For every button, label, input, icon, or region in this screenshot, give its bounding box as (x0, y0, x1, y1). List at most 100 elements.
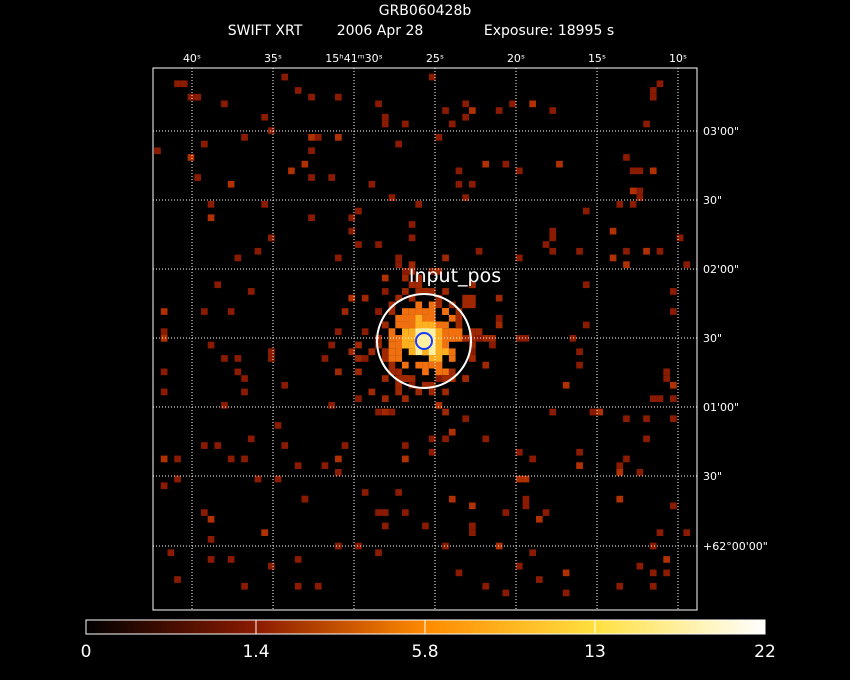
pixel (495, 321, 503, 329)
pixel (381, 355, 389, 362)
pixel (207, 214, 215, 222)
pixel (435, 368, 443, 376)
pixel (408, 294, 416, 302)
pixel (388, 335, 396, 342)
pixel (402, 341, 409, 349)
pixel (301, 495, 309, 503)
grid: 40ˢ 35ˢ 15ʰ41ᵐ30ˢ 25ˢ 20ˢ 15ˢ 10ˢ 03'00" 30" 02'0… (153, 52, 768, 610)
dec-label: 30" (703, 470, 722, 483)
pixel (368, 348, 376, 356)
pixel (388, 408, 396, 416)
pixel (442, 335, 449, 342)
dec-label: 02'00" (703, 263, 739, 276)
pixel (268, 127, 275, 134)
pixel (469, 355, 476, 362)
pixel (462, 100, 469, 108)
pixel (448, 314, 456, 322)
pixel (368, 180, 376, 188)
pixel (201, 509, 208, 516)
pixel (294, 582, 302, 590)
pixel (442, 408, 449, 416)
pixel (435, 294, 443, 302)
pixel (509, 100, 516, 108)
pixel (623, 154, 630, 161)
pixel (341, 442, 349, 449)
pixel (428, 308, 436, 315)
pixel (381, 509, 389, 516)
pixel (221, 402, 228, 409)
pixel (469, 281, 476, 289)
pixel (395, 489, 402, 496)
date: 2006 Apr 28 (337, 23, 424, 39)
pixel (448, 355, 456, 362)
pixel (415, 321, 423, 329)
pixel (469, 328, 476, 335)
colorbar-label: 1.4 (242, 642, 269, 662)
ra-label: 35ˢ (264, 52, 282, 65)
instrument: SWIFT XRT (228, 23, 303, 39)
pixel (160, 308, 168, 315)
pixel (448, 120, 456, 128)
pixel (335, 134, 342, 141)
pixel (160, 455, 168, 463)
pixel (422, 368, 429, 376)
pixel (261, 529, 268, 536)
pixel (649, 395, 657, 402)
pixel (395, 261, 402, 268)
pixel (355, 355, 362, 362)
pixel (428, 381, 436, 389)
pixel (495, 294, 503, 302)
pixel (408, 321, 416, 329)
pixel (375, 509, 382, 516)
pixel (542, 241, 550, 248)
pixel (435, 361, 443, 369)
pixel (428, 314, 436, 322)
pixel (636, 469, 644, 476)
pixel (435, 321, 443, 329)
pixel (475, 328, 483, 335)
pixel (402, 321, 409, 329)
colorbar-label: 5.8 (411, 642, 438, 662)
pixel (435, 375, 443, 382)
pixel (261, 201, 268, 208)
pixel (328, 341, 335, 349)
pixel (415, 361, 423, 369)
dec-label: 30" (703, 332, 722, 345)
pixel (361, 328, 369, 335)
pixel (415, 274, 423, 282)
pixel (455, 314, 463, 322)
pixel (361, 355, 369, 362)
pixel (247, 288, 255, 295)
pixel (442, 288, 449, 295)
pixel (388, 301, 396, 309)
pixel (469, 335, 476, 342)
pixel (495, 314, 503, 322)
pixel (562, 589, 570, 597)
pixel (469, 107, 476, 114)
pixel (221, 355, 228, 362)
pixel (355, 341, 362, 349)
pixel (402, 455, 409, 463)
pixel (408, 281, 416, 289)
pixel (469, 522, 476, 530)
pixel (542, 509, 550, 516)
pixel (489, 341, 496, 349)
pixel (408, 268, 416, 275)
region-circle (376, 293, 472, 389)
pixel (576, 247, 583, 255)
pixel (395, 375, 402, 382)
pixel (335, 542, 342, 550)
pixel (469, 294, 476, 302)
pixel (455, 308, 463, 315)
pixel (582, 321, 590, 329)
pixel (241, 455, 248, 463)
pixel (670, 308, 677, 315)
pixel (442, 388, 449, 396)
pixel (663, 556, 670, 563)
pixel (381, 288, 389, 295)
pixel (469, 348, 476, 356)
pixel (395, 140, 402, 148)
colorbar-labels: 0 1.4 5.8 13 22 (81, 620, 776, 662)
pixel (683, 529, 691, 536)
